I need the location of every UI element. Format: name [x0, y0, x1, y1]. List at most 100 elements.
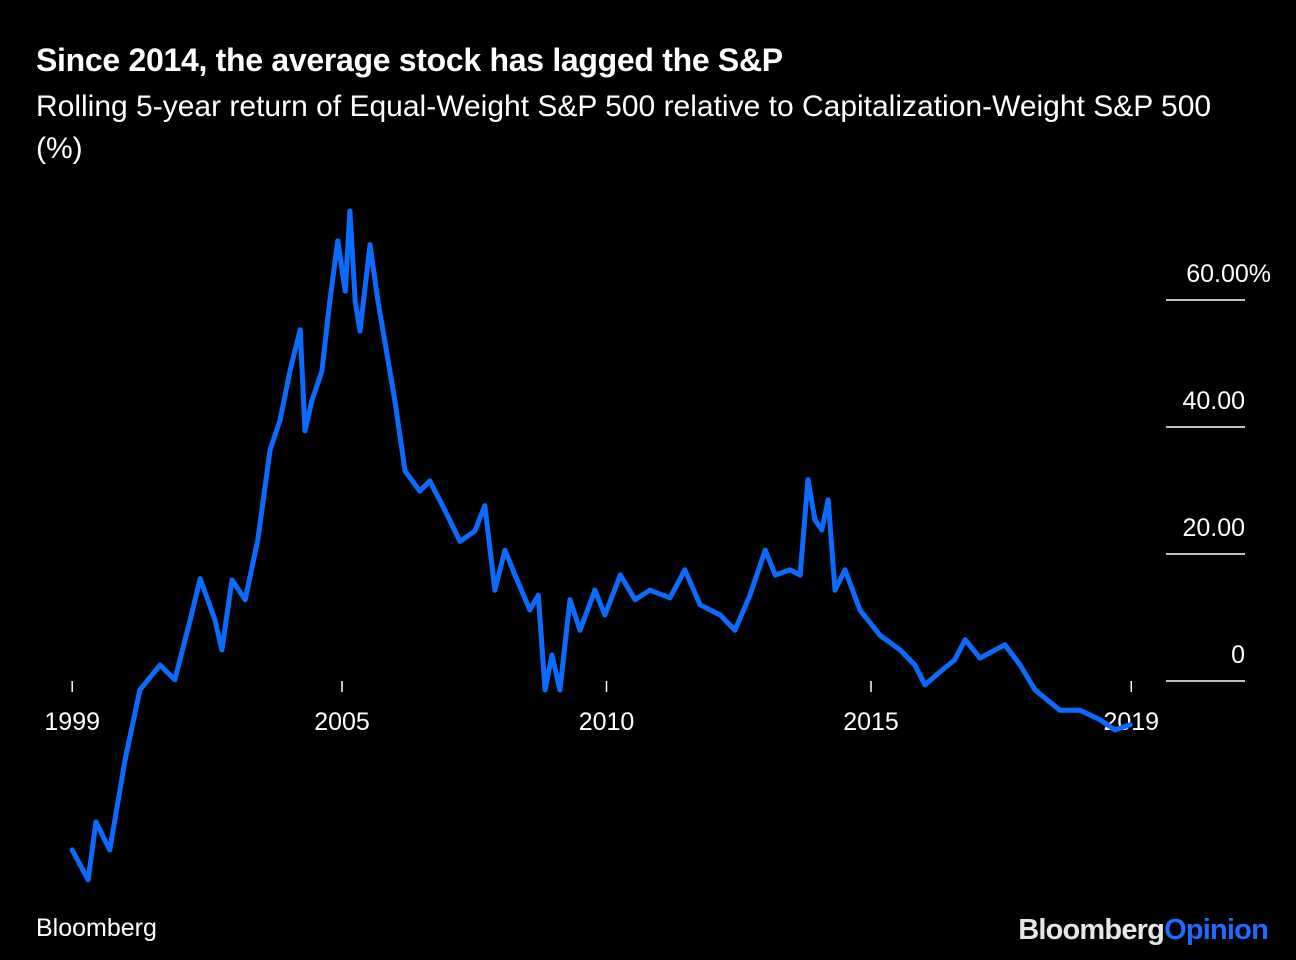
data-point — [172, 677, 178, 683]
data-point — [632, 597, 638, 603]
x-tick-label: 2015 — [843, 708, 899, 736]
data-point — [212, 617, 218, 623]
data-point — [527, 607, 533, 613]
data-point — [1002, 642, 1008, 648]
data-point — [567, 597, 573, 603]
data-point — [549, 652, 555, 658]
data-point — [602, 612, 608, 618]
series-line — [69, 208, 1133, 883]
series-group — [69, 208, 1133, 883]
data-point — [1112, 727, 1118, 733]
data-point — [302, 428, 308, 434]
x-tick-label: 2010 — [579, 708, 635, 736]
data-point — [1097, 717, 1103, 723]
data-point — [977, 655, 983, 661]
data-point — [472, 528, 478, 534]
data-point — [1127, 722, 1133, 728]
data-point — [1017, 662, 1023, 668]
data-point — [762, 547, 768, 553]
data-point — [392, 398, 398, 404]
data-point — [772, 572, 778, 578]
data-point — [417, 488, 423, 494]
chart-subtitle: Rolling 5-year return of Equal-Weight S&… — [36, 90, 1212, 165]
data-point — [962, 637, 968, 643]
data-point — [93, 819, 99, 825]
data-point — [1057, 707, 1063, 713]
y-tick-label: 40.00 — [1182, 387, 1245, 415]
data-point — [912, 662, 918, 668]
data-point — [482, 503, 488, 509]
data-point — [682, 567, 688, 573]
x-tick-label: 2019 — [1103, 708, 1159, 736]
data-point — [787, 567, 793, 573]
data-point — [367, 242, 373, 248]
data-point — [85, 877, 91, 883]
chart-title: Since 2014, the average stock has lagged… — [36, 42, 783, 78]
data-point — [697, 602, 703, 608]
data-point — [277, 417, 283, 423]
data-point — [335, 238, 341, 244]
y-tick-label: 20.00 — [1182, 514, 1245, 542]
data-point — [1032, 687, 1038, 693]
data-point — [342, 288, 348, 294]
data-point — [427, 478, 433, 484]
y-tick-label: 60.00% — [1186, 260, 1271, 288]
data-point — [819, 527, 825, 533]
data-point — [922, 682, 928, 688]
data-point — [457, 538, 463, 544]
data-point — [542, 687, 548, 693]
data-point — [717, 612, 723, 618]
data-point — [442, 508, 448, 514]
data-point — [897, 647, 903, 653]
data-point — [327, 298, 333, 304]
data-point — [1077, 707, 1083, 713]
data-point — [502, 547, 508, 553]
data-point — [952, 657, 958, 663]
x-tick-label: 1999 — [44, 708, 100, 736]
x-axis: 1999 2005 2010 2015 2019 — [44, 681, 1159, 736]
data-point — [797, 572, 803, 578]
y-tick-label: 0 — [1231, 641, 1245, 669]
data-point — [535, 592, 541, 598]
data-point — [219, 647, 225, 653]
data-point — [347, 208, 353, 214]
source-label: Bloomberg — [36, 914, 157, 942]
data-point — [557, 687, 563, 693]
data-point — [937, 669, 943, 675]
data-point — [402, 468, 408, 474]
data-point — [297, 327, 303, 333]
data-point — [857, 607, 863, 613]
data-point — [267, 447, 273, 453]
data-point — [229, 577, 235, 583]
data-point — [255, 536, 261, 542]
data-point — [287, 367, 293, 373]
data-point — [805, 477, 811, 483]
data-point — [137, 687, 143, 693]
bloomberg-opinion-logo: BloombergOpinion — [1018, 914, 1269, 947]
logo-opinion: Opinion — [1164, 914, 1269, 946]
data-point — [842, 567, 848, 573]
data-point — [375, 298, 381, 304]
data-point — [197, 576, 203, 582]
data-point — [825, 497, 831, 503]
data-point — [122, 757, 128, 763]
data-point — [732, 627, 738, 633]
logo-bloomberg: Bloomberg — [1018, 914, 1165, 946]
data-point — [382, 338, 388, 344]
data-point — [832, 587, 838, 593]
data-point — [242, 597, 248, 603]
data-point — [69, 847, 75, 853]
data-point — [747, 592, 753, 598]
data-point — [812, 517, 818, 523]
x-tick-label: 2005 — [314, 708, 370, 736]
data-point — [319, 368, 325, 374]
data-point — [647, 587, 653, 593]
data-point — [592, 587, 598, 593]
data-point — [577, 627, 583, 633]
data-point — [877, 632, 883, 638]
data-point — [492, 587, 498, 593]
y-axis: 60.00% 40.00 20.00 0 — [1166, 260, 1271, 682]
data-point — [309, 398, 315, 404]
data-point — [617, 572, 623, 578]
data-point — [357, 328, 363, 334]
